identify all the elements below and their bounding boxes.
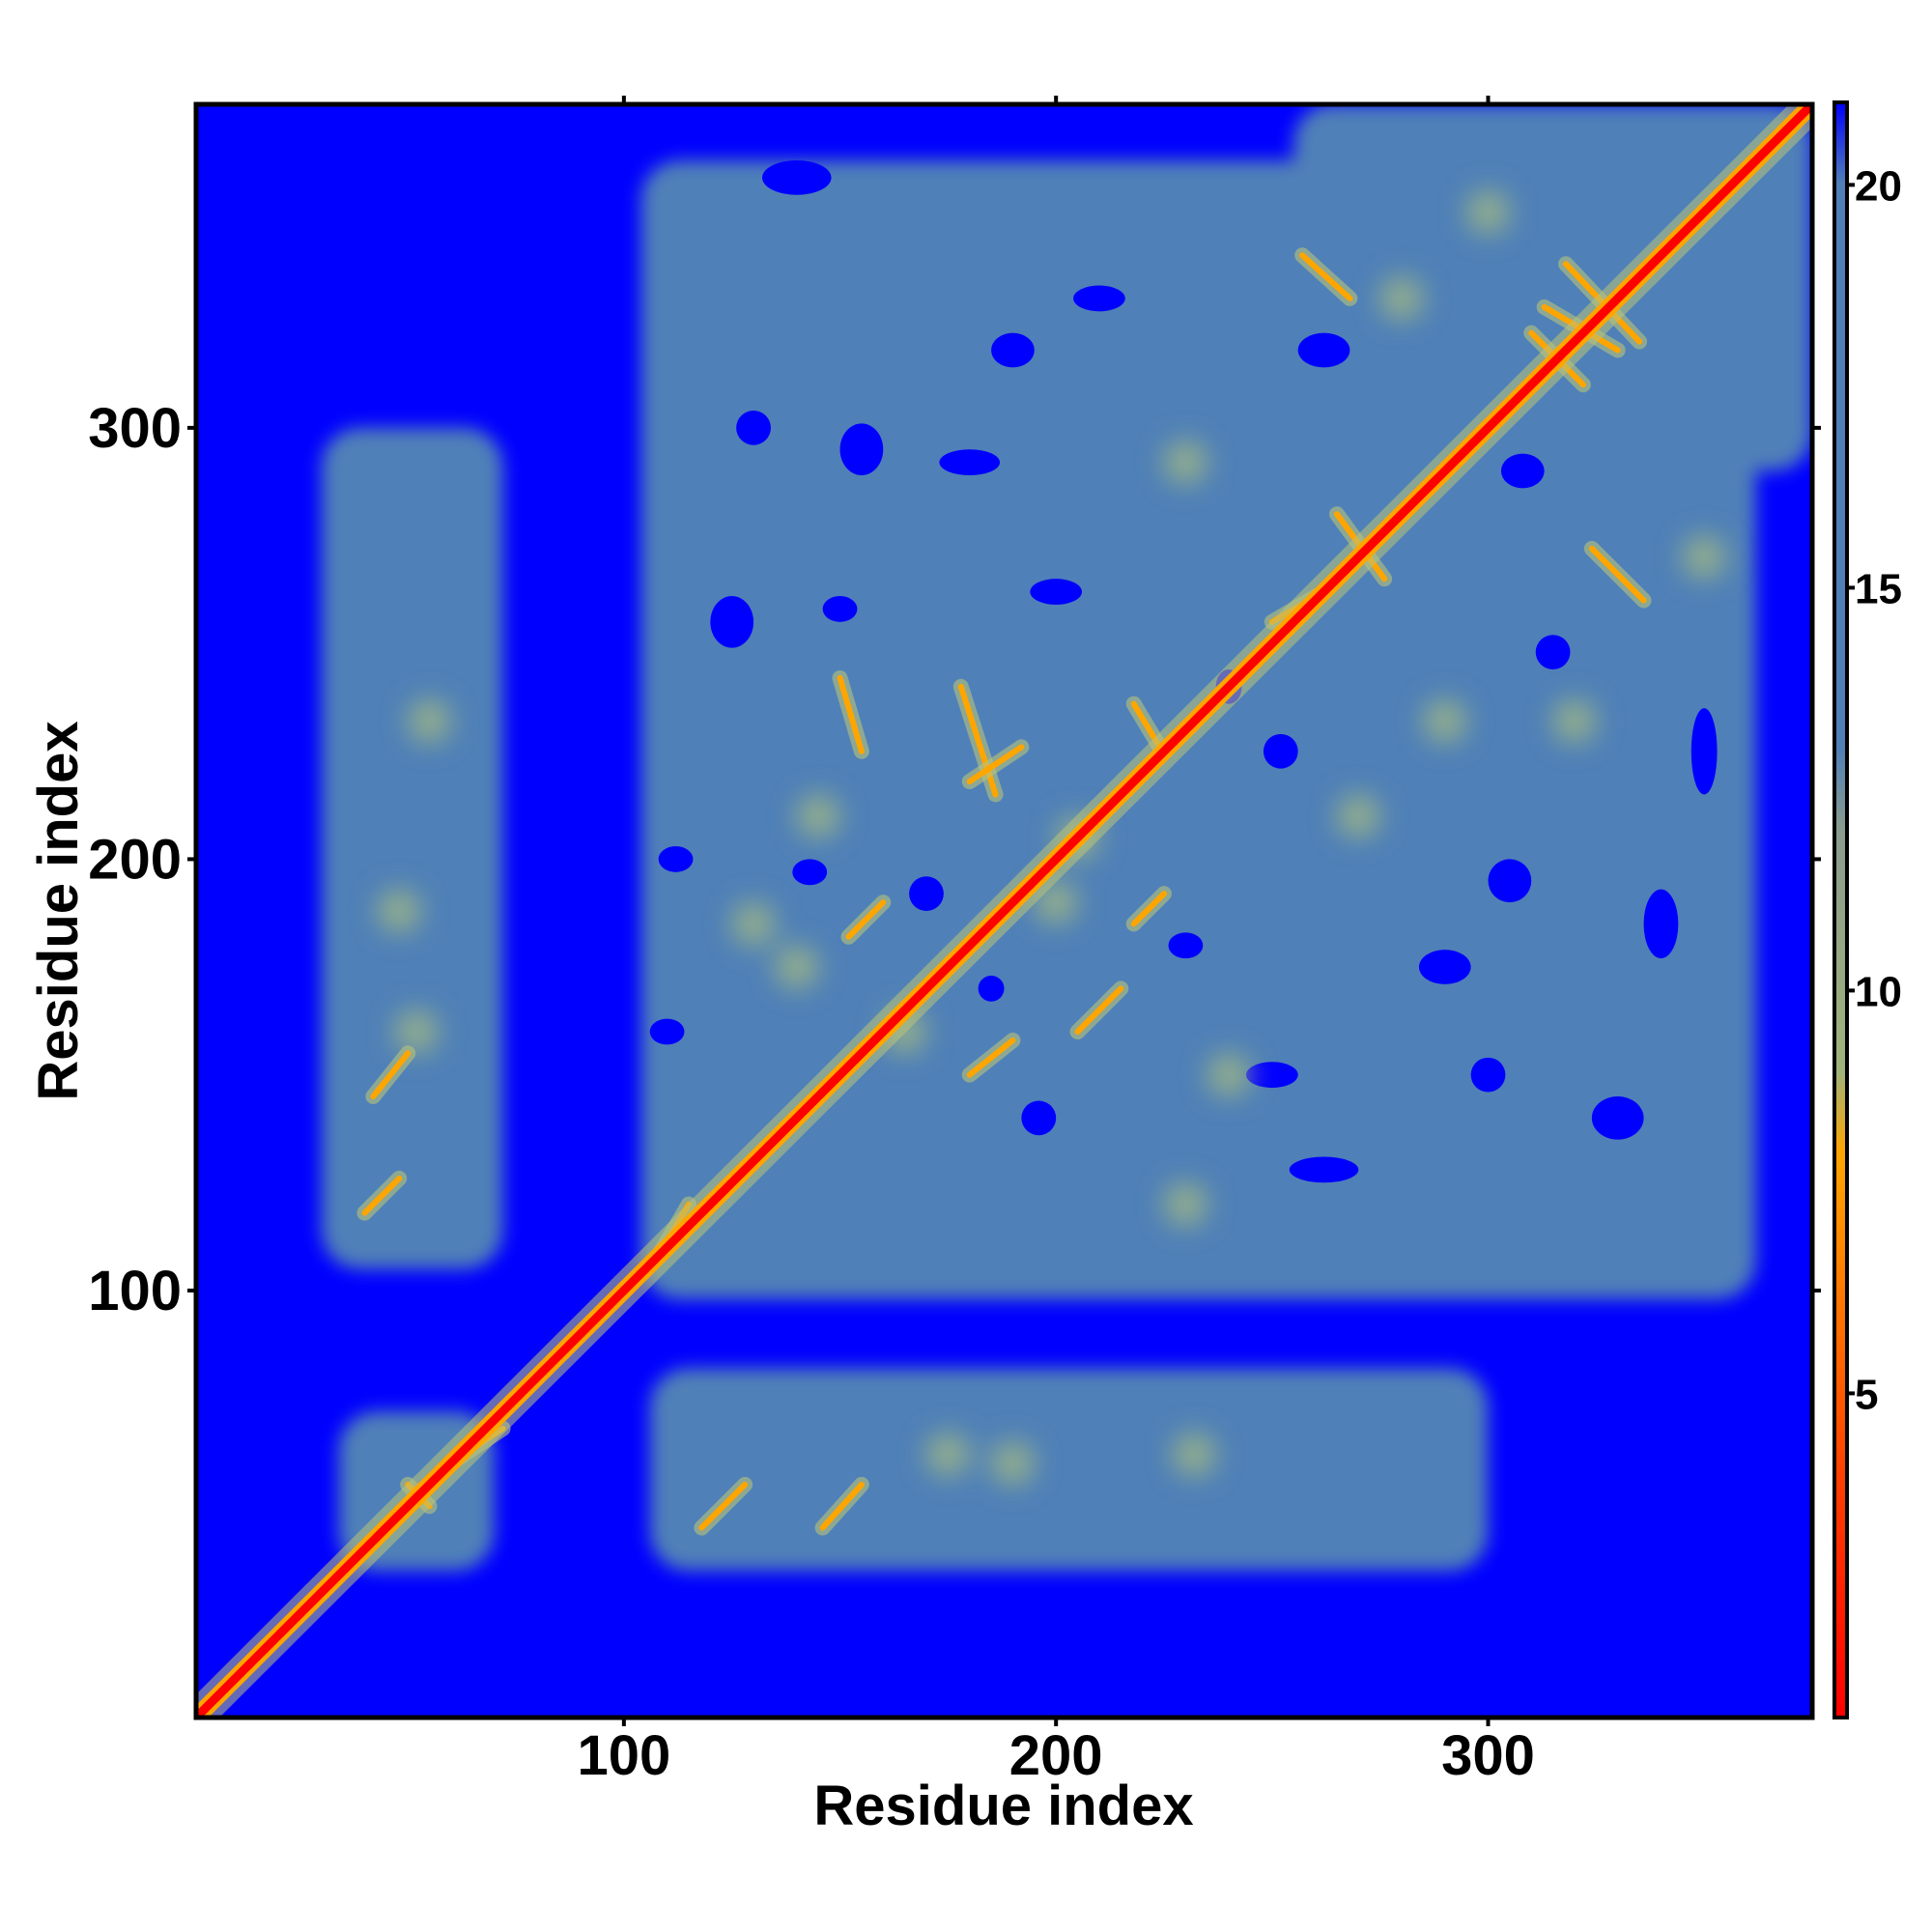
greenish-spot-18 <box>1379 276 1424 321</box>
blue-hole-5 <box>939 449 1001 476</box>
contact-segment-16 <box>1583 540 1652 609</box>
greenish-spot-16 <box>1682 535 1726 580</box>
greenish-spot-14 <box>925 1433 970 1476</box>
contact-segment-6 <box>961 739 1030 790</box>
x-axis-ticks: 100 200 300 <box>577 96 1535 1787</box>
x-tick-label-0: 100 <box>577 1724 670 1787</box>
y-tick-label-2: 300 <box>88 397 182 460</box>
diagonal-band-core <box>196 104 1812 1718</box>
greenish-spot-0 <box>408 699 451 743</box>
blue-hole-22 <box>1289 1156 1359 1183</box>
blue-hole-2 <box>991 332 1035 368</box>
greenish-spot-19 <box>1164 1182 1208 1227</box>
colorbar-tick-label-1: 10 <box>1855 968 1902 1015</box>
contact-segment-1 <box>365 1045 416 1105</box>
greenish-spot-9 <box>1164 440 1208 484</box>
blue-hole-21 <box>1246 1062 1298 1089</box>
contact-segment-7 <box>1125 886 1173 932</box>
contact-segment-10 <box>814 1476 869 1536</box>
blue-hole-19 <box>1488 859 1532 903</box>
contact-segment-0 <box>356 1170 408 1221</box>
mid-region-1 <box>1293 104 1812 471</box>
blue-hole-26 <box>1690 708 1718 795</box>
greenish-spot-13 <box>1552 699 1597 743</box>
y-tick-label-1: 200 <box>88 828 182 891</box>
contact-segment-17 <box>832 669 869 759</box>
blue-hole-6 <box>1297 332 1350 368</box>
greenish-spot-15 <box>731 902 776 946</box>
heatmap-plot: 100 200 300 100 200 300 Residue index Residu… <box>27 96 1821 1837</box>
colorbar-tick-label-2: 15 <box>1855 565 1902 612</box>
blue-hole-16 <box>1021 1100 1057 1136</box>
blue-hole-23 <box>1591 1096 1644 1140</box>
greenish-spot-12 <box>1336 794 1380 838</box>
blue-hole-11 <box>658 846 694 872</box>
blue-hole-3 <box>736 411 771 445</box>
blue-hole-4 <box>839 423 884 476</box>
colorbar-ticks: 5 10 15 20 <box>1847 162 1902 1418</box>
blue-hole-10 <box>1030 579 1083 605</box>
x-tick-label-2: 300 <box>1441 1724 1535 1787</box>
blue-hole-17 <box>1263 733 1298 769</box>
mid-region-3 <box>649 1368 1489 1572</box>
y-tick-label-0: 100 <box>88 1260 182 1322</box>
contact-segment-18 <box>1069 980 1129 1040</box>
mid-region-2 <box>321 427 503 1269</box>
blue-hole-14 <box>978 975 1005 1002</box>
blue-hole-24 <box>1470 1057 1506 1093</box>
colorbar-gradient <box>1833 100 1849 1719</box>
blue-hole-15 <box>649 1018 685 1045</box>
greenish-spot-17 <box>1466 190 1510 234</box>
greenish-spot-4 <box>775 945 819 989</box>
colorbar-tick-label-3: 20 <box>1855 162 1902 210</box>
x-tick-label-1: 200 <box>1009 1724 1103 1787</box>
blue-hole-13 <box>909 876 944 911</box>
heatmap-blue-holes <box>649 160 1718 1183</box>
x-axis-title: Residue index <box>813 1775 1193 1837</box>
blue-hole-8 <box>710 596 754 648</box>
colorbar: 5 10 15 20 <box>1833 100 1902 1719</box>
plot-frame <box>193 101 1815 1720</box>
blue-hole-7 <box>1500 453 1545 489</box>
contact-segment-9 <box>694 1476 753 1536</box>
greenish-spot-2 <box>394 1009 439 1054</box>
greenish-spot-1 <box>377 889 421 933</box>
blue-hole-1 <box>1073 285 1125 312</box>
blue-hole-12 <box>792 859 828 886</box>
greenish-spot-8 <box>1423 699 1467 743</box>
greenish-spot-20 <box>991 1441 1035 1485</box>
blue-hole-0 <box>761 160 832 195</box>
blue-hole-9 <box>822 596 858 622</box>
greenish-spot-3 <box>796 794 840 838</box>
greenish-spot-11 <box>1207 1053 1251 1097</box>
contact-segment-11 <box>1294 247 1358 306</box>
blue-hole-27 <box>1168 932 1204 959</box>
blue-hole-18 <box>1418 950 1471 984</box>
colorbar-tick-label-0: 5 <box>1855 1371 1878 1418</box>
y-axis-ticks: 100 200 300 <box>88 397 1821 1322</box>
y-axis-title: Residue index <box>27 721 90 1100</box>
blue-hole-20 <box>1643 889 1679 959</box>
heatmap-diagonal <box>196 104 1812 1718</box>
blue-hole-28 <box>1535 635 1571 669</box>
greenish-spot-7 <box>1172 1433 1216 1476</box>
contact-segment-3 <box>840 895 892 945</box>
contact-segment-4 <box>961 1032 1021 1083</box>
